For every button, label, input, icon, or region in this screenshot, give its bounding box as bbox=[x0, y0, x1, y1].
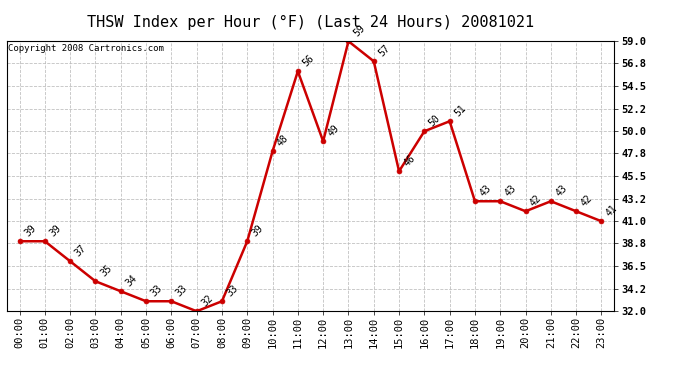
Text: 37: 37 bbox=[73, 243, 88, 258]
Text: 35: 35 bbox=[98, 263, 114, 279]
Text: 56: 56 bbox=[301, 53, 316, 69]
Text: 43: 43 bbox=[477, 183, 493, 198]
Text: 39: 39 bbox=[22, 223, 38, 238]
Text: 42: 42 bbox=[579, 193, 594, 208]
Text: 49: 49 bbox=[326, 123, 342, 138]
Text: 51: 51 bbox=[453, 103, 468, 118]
Text: 42: 42 bbox=[529, 193, 544, 208]
Text: 43: 43 bbox=[553, 183, 569, 198]
Text: 33: 33 bbox=[225, 283, 240, 298]
Text: 59: 59 bbox=[351, 23, 366, 39]
Text: 32: 32 bbox=[199, 293, 215, 309]
Text: Copyright 2008 Cartronics.com: Copyright 2008 Cartronics.com bbox=[8, 44, 164, 53]
Text: 48: 48 bbox=[275, 133, 290, 148]
Text: 41: 41 bbox=[604, 203, 620, 219]
Text: 43: 43 bbox=[503, 183, 518, 198]
Text: 57: 57 bbox=[377, 43, 392, 58]
Text: 34: 34 bbox=[124, 273, 139, 288]
Text: 33: 33 bbox=[149, 283, 164, 298]
Text: 50: 50 bbox=[427, 113, 442, 129]
Text: 46: 46 bbox=[402, 153, 417, 168]
Text: 39: 39 bbox=[250, 223, 266, 238]
Text: THSW Index per Hour (°F) (Last 24 Hours) 20081021: THSW Index per Hour (°F) (Last 24 Hours)… bbox=[87, 15, 534, 30]
Text: 33: 33 bbox=[174, 283, 190, 298]
Text: 39: 39 bbox=[48, 223, 63, 238]
